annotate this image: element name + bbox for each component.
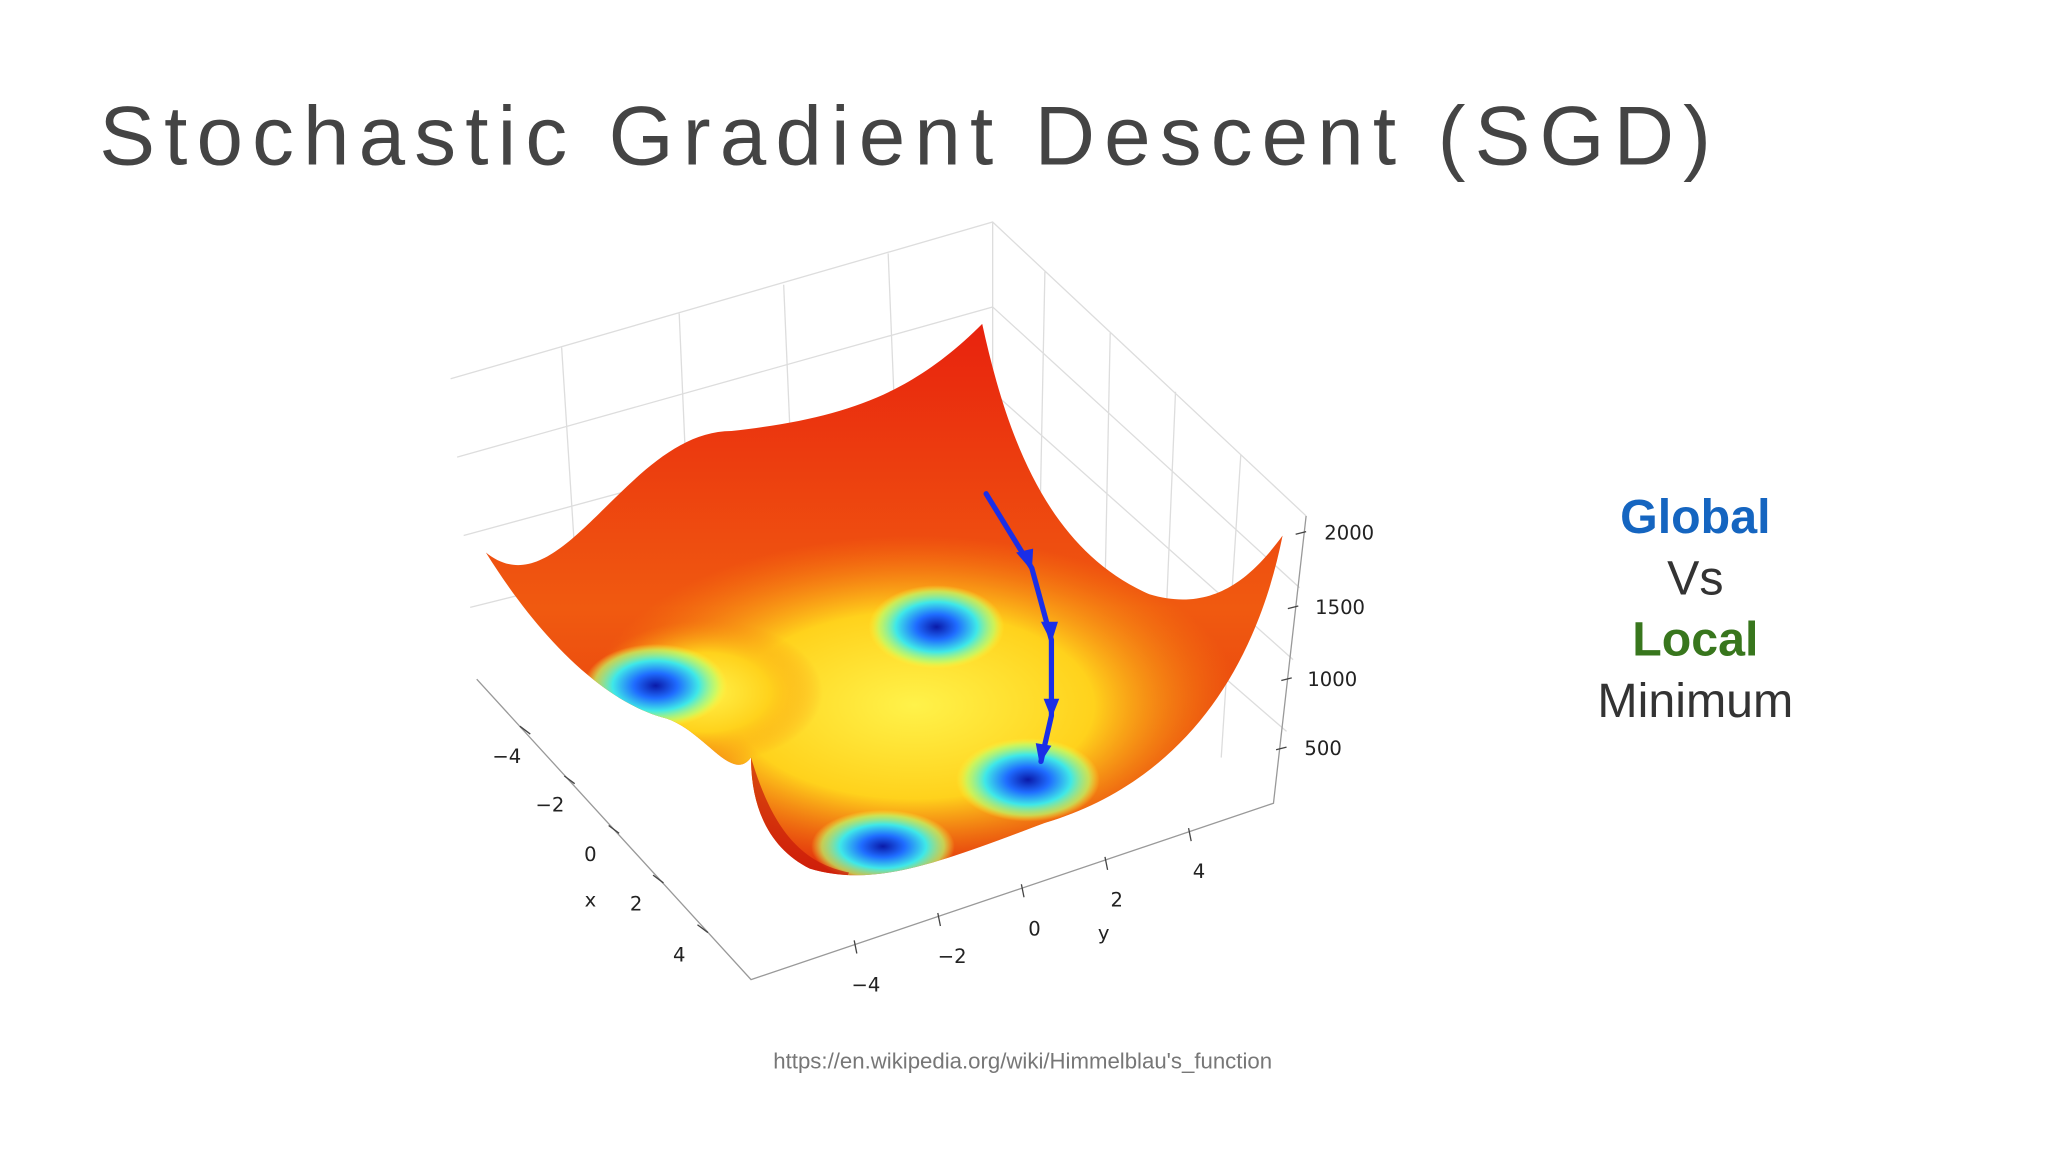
descent-path (983, 491, 1060, 765)
y-tick-label: −2 (938, 945, 967, 968)
source-link: https://en.wikipedia.org/wiki/Himmelblau… (773, 1048, 1272, 1073)
z-tick-label: 500 (1304, 737, 1341, 760)
x-tick-label: 4 (673, 944, 685, 967)
y-tick-label: 2 (1111, 889, 1123, 912)
z-tick-label: 1000 (1307, 668, 1357, 691)
y-tick-label: 0 (1028, 917, 1040, 940)
slide-title: Stochastic Gradient Descent (SGD) (99, 89, 1720, 183)
x-axis-label: x (585, 889, 597, 912)
sidebar-line: Minimum (1597, 674, 1793, 728)
y-tick-label: 4 (1193, 860, 1205, 883)
axis-labels: −4 −2 0 2 4 x −4 −2 0 2 4 y 500 1000 150… (492, 522, 1374, 997)
x-tick-label: −4 (492, 745, 521, 768)
surface (485, 323, 1283, 876)
x-tick-label: 2 (630, 893, 642, 916)
sidebar: Global Vs Local Minimum (1597, 490, 1793, 728)
z-tick-label: 1500 (1315, 596, 1365, 619)
sidebar-line: Vs (1667, 551, 1723, 605)
x-tick-label: 0 (584, 843, 596, 866)
x-tick-label: −2 (535, 793, 564, 816)
sidebar-line: Global (1620, 490, 1770, 544)
y-tick-label: −4 (852, 974, 881, 997)
y-axis-label: y (1098, 921, 1110, 944)
sidebar-line: Local (1632, 613, 1758, 667)
z-tick-label: 2000 (1324, 522, 1374, 545)
